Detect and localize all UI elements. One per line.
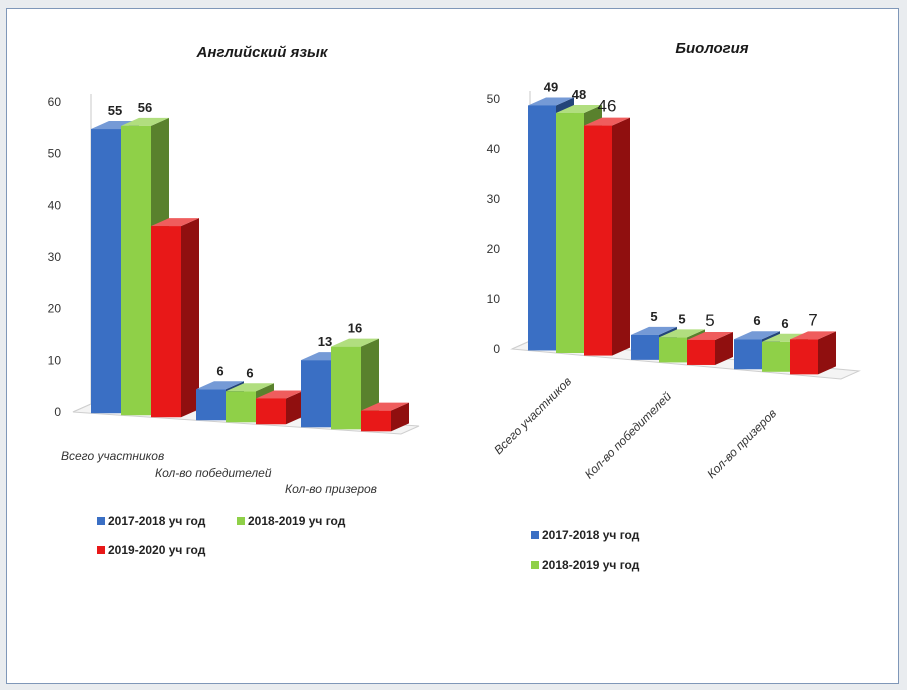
- bar-top: [528, 97, 574, 106]
- bar-top: [687, 331, 733, 340]
- bar-top: [584, 117, 630, 126]
- data-label: 7: [808, 310, 817, 329]
- bar: [256, 398, 286, 425]
- category-label: Всего участников: [61, 449, 164, 463]
- bar: [226, 391, 256, 423]
- data-label: 5: [705, 311, 714, 330]
- y-tick-label: 50: [487, 92, 501, 106]
- bar-side: [818, 331, 836, 375]
- bar: [91, 129, 121, 414]
- bar: [556, 113, 584, 354]
- y-tick-label: 20: [487, 242, 501, 256]
- legend-label: 2018-2019 уч год: [248, 514, 346, 528]
- legend-label: 2018-2019 уч год: [542, 558, 640, 572]
- bar: [790, 339, 818, 375]
- data-label: 6: [781, 316, 788, 331]
- bar-top: [121, 117, 169, 126]
- data-label: 49: [544, 79, 558, 94]
- chart-biology: Биология 0 10 20 30 40 50 49 48 46 Всего участнико…: [487, 40, 861, 572]
- bar-top: [631, 326, 677, 335]
- bar-top: [226, 383, 274, 392]
- bar-top: [256, 390, 304, 399]
- y-tick-label: 30: [48, 250, 62, 264]
- data-label: 48: [572, 87, 586, 102]
- bar-top: [556, 105, 602, 114]
- bar-top: [361, 402, 409, 411]
- data-label: 6: [753, 313, 760, 328]
- bar-side: [612, 117, 630, 356]
- y-tick-label: 20: [48, 302, 62, 316]
- bar-side: [391, 402, 409, 432]
- bar-top: [151, 218, 199, 227]
- data-label: 5: [650, 309, 657, 324]
- bar-top: [659, 329, 705, 338]
- data-label: 5: [678, 311, 685, 326]
- category-label: Кол-во призеров: [704, 406, 779, 481]
- legend-swatch: [531, 531, 539, 539]
- bar: [151, 226, 181, 418]
- category-label: Кол-во призеров: [285, 482, 377, 496]
- data-label: 55: [108, 103, 122, 118]
- category-label: Всего участников: [491, 374, 574, 457]
- data-label: 46: [598, 97, 617, 116]
- y-tick-label: 40: [48, 198, 62, 212]
- y-tick-label: 10: [487, 292, 501, 306]
- data-label: 6: [246, 365, 253, 380]
- bar: [659, 337, 687, 363]
- bar-side: [181, 218, 199, 418]
- bar: [196, 389, 226, 421]
- bar-top: [790, 331, 836, 340]
- y-tick-label: 50: [48, 147, 62, 161]
- y-tick-label: 0: [493, 342, 500, 356]
- legend-swatch: [237, 517, 245, 525]
- bar: [361, 410, 391, 432]
- data-label: 6: [216, 363, 223, 378]
- bar: [631, 334, 659, 360]
- y-tick-label: 0: [54, 405, 61, 419]
- back-wall-edge: [72, 94, 92, 413]
- chart-english: Английский язык 0 10 20 30 40 50 60 55 56 Всего уч…: [48, 44, 420, 557]
- bar-top: [331, 338, 379, 347]
- legend-label: 2017-2018 уч год: [108, 514, 206, 528]
- bar-top: [734, 331, 780, 340]
- back-wall-edge: [511, 91, 531, 350]
- bar-side: [286, 390, 304, 425]
- bar-side: [715, 331, 733, 365]
- y-tick-label: 10: [48, 353, 62, 367]
- bar: [528, 105, 556, 351]
- data-label: 16: [348, 321, 362, 336]
- legend-swatch: [97, 517, 105, 525]
- chart-title: Биология: [675, 40, 748, 57]
- bar: [734, 339, 762, 370]
- bar: [301, 360, 331, 428]
- legend-swatch: [97, 546, 105, 554]
- chart-title: Английский язык: [196, 44, 329, 61]
- bar-top: [762, 333, 808, 342]
- data-label: 56: [138, 100, 152, 115]
- category-label: Кол-во победителей: [582, 389, 675, 482]
- bar: [687, 339, 715, 365]
- y-tick-label: 60: [48, 95, 62, 109]
- chart-frame: Английский язык 0 10 20 30 40 50 60 55 56 Всего уч…: [6, 8, 899, 684]
- legend-label: 2019-2020 уч год: [108, 543, 206, 557]
- y-tick-label: 30: [487, 192, 501, 206]
- category-label: Кол-во победителей: [155, 466, 272, 480]
- bar: [584, 125, 612, 356]
- legend-label: 2017-2018 уч год: [542, 528, 640, 542]
- legend-swatch: [531, 561, 539, 569]
- bar: [762, 341, 790, 372]
- data-label: 13: [318, 334, 332, 349]
- bar-top: [196, 381, 244, 390]
- bar: [121, 125, 151, 416]
- bar: [331, 346, 361, 430]
- y-tick-label: 40: [487, 142, 501, 156]
- bar-top: [91, 121, 139, 130]
